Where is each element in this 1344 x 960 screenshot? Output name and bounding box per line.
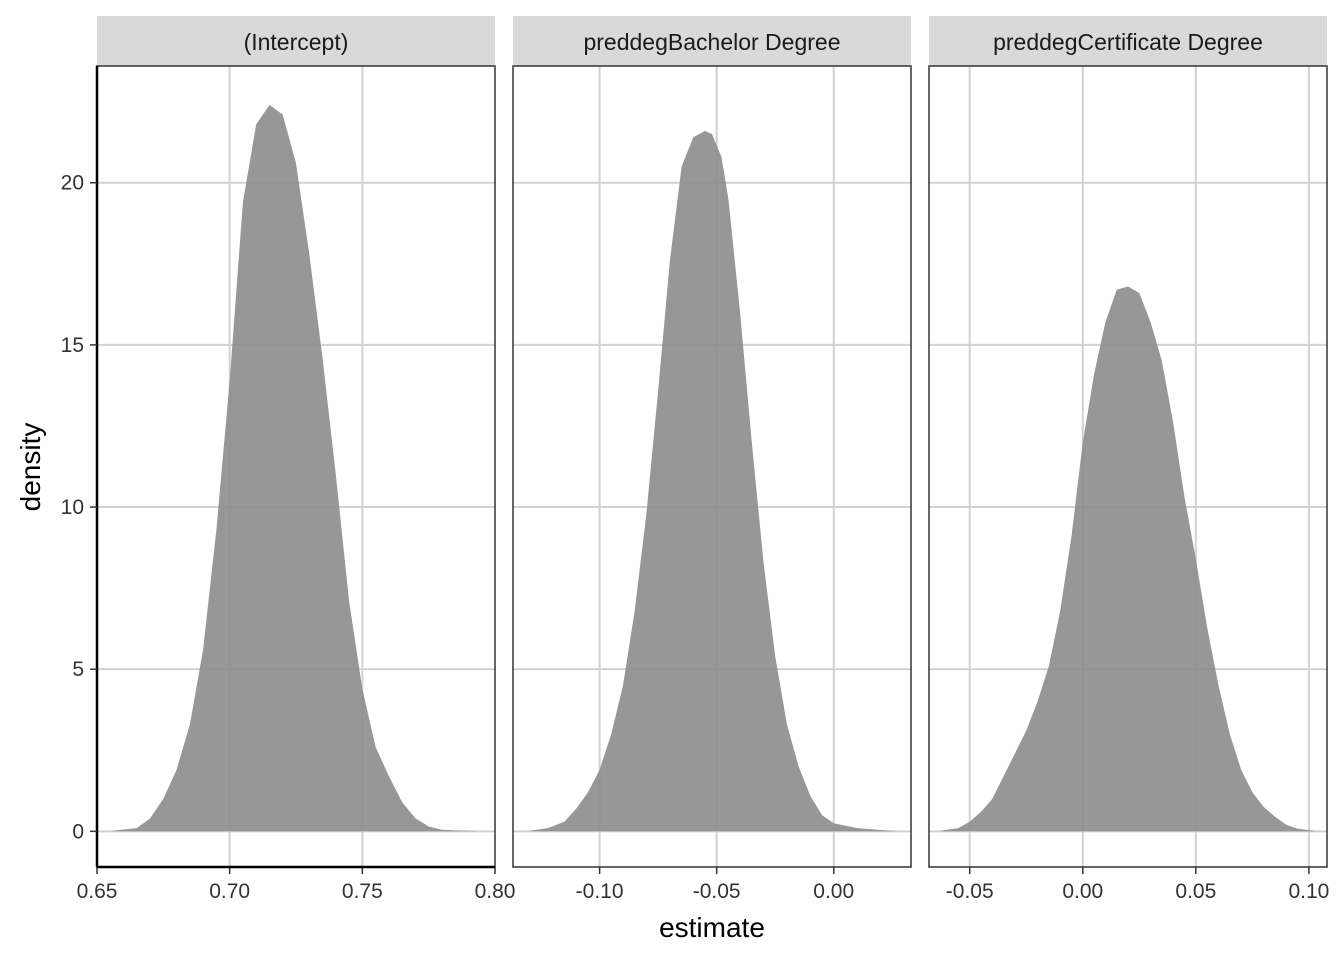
x-tick-label: 0.00 [813, 880, 854, 903]
facet-panel-3: preddegCertificate Degree -0.05 0.00 0.05 0.… [928, 16, 1329, 903]
x-tick-label: 0.80 [475, 880, 516, 903]
facet-strip [513, 16, 911, 66]
x-tick-label: -0.10 [576, 880, 624, 903]
y-tick-label: 20 [61, 172, 84, 195]
density-area [529, 130, 895, 832]
y-tick-label: 0 [72, 820, 84, 843]
panel-border [928, 65, 1328, 868]
x-tick-label: 0.05 [1175, 880, 1216, 903]
panel-border [512, 65, 912, 868]
x-tick-label: 0.10 [1288, 880, 1329, 903]
y-tick-label: 5 [72, 658, 84, 681]
facet-strip-label: preddegCertificate Degree [993, 29, 1263, 55]
x-tick-label: 0.65 [77, 880, 118, 903]
x-tick-label: 0.70 [209, 880, 250, 903]
x-axis-title: estimate [659, 912, 765, 943]
facet-strip [97, 16, 495, 66]
facet-strip-label: preddegBachelor Degree [583, 29, 840, 55]
facet-strip-label: (Intercept) [244, 29, 349, 55]
x-tick-label: 0.00 [1062, 880, 1103, 903]
y-axis-title: density [15, 423, 46, 512]
x-tick-label: 0.75 [342, 880, 383, 903]
facet-panels: (Intercept) 0.65 0.70 0.75 0.80 0 5 10 15 20 predd… [61, 16, 1329, 903]
density-area [112, 104, 477, 832]
y-tick-label: 10 [61, 496, 84, 519]
facet-strip [929, 16, 1327, 66]
density-area [940, 286, 1316, 832]
y-tick-label: 15 [61, 334, 84, 357]
facet-panel-1: (Intercept) 0.65 0.70 0.75 0.80 0 5 10 15 20 [61, 16, 516, 903]
x-tick-label: -0.05 [946, 880, 994, 903]
x-tick-label: -0.05 [693, 880, 741, 903]
facet-panel-2: preddegBachelor Degree -0.10 -0.05 0.00 [512, 16, 912, 903]
